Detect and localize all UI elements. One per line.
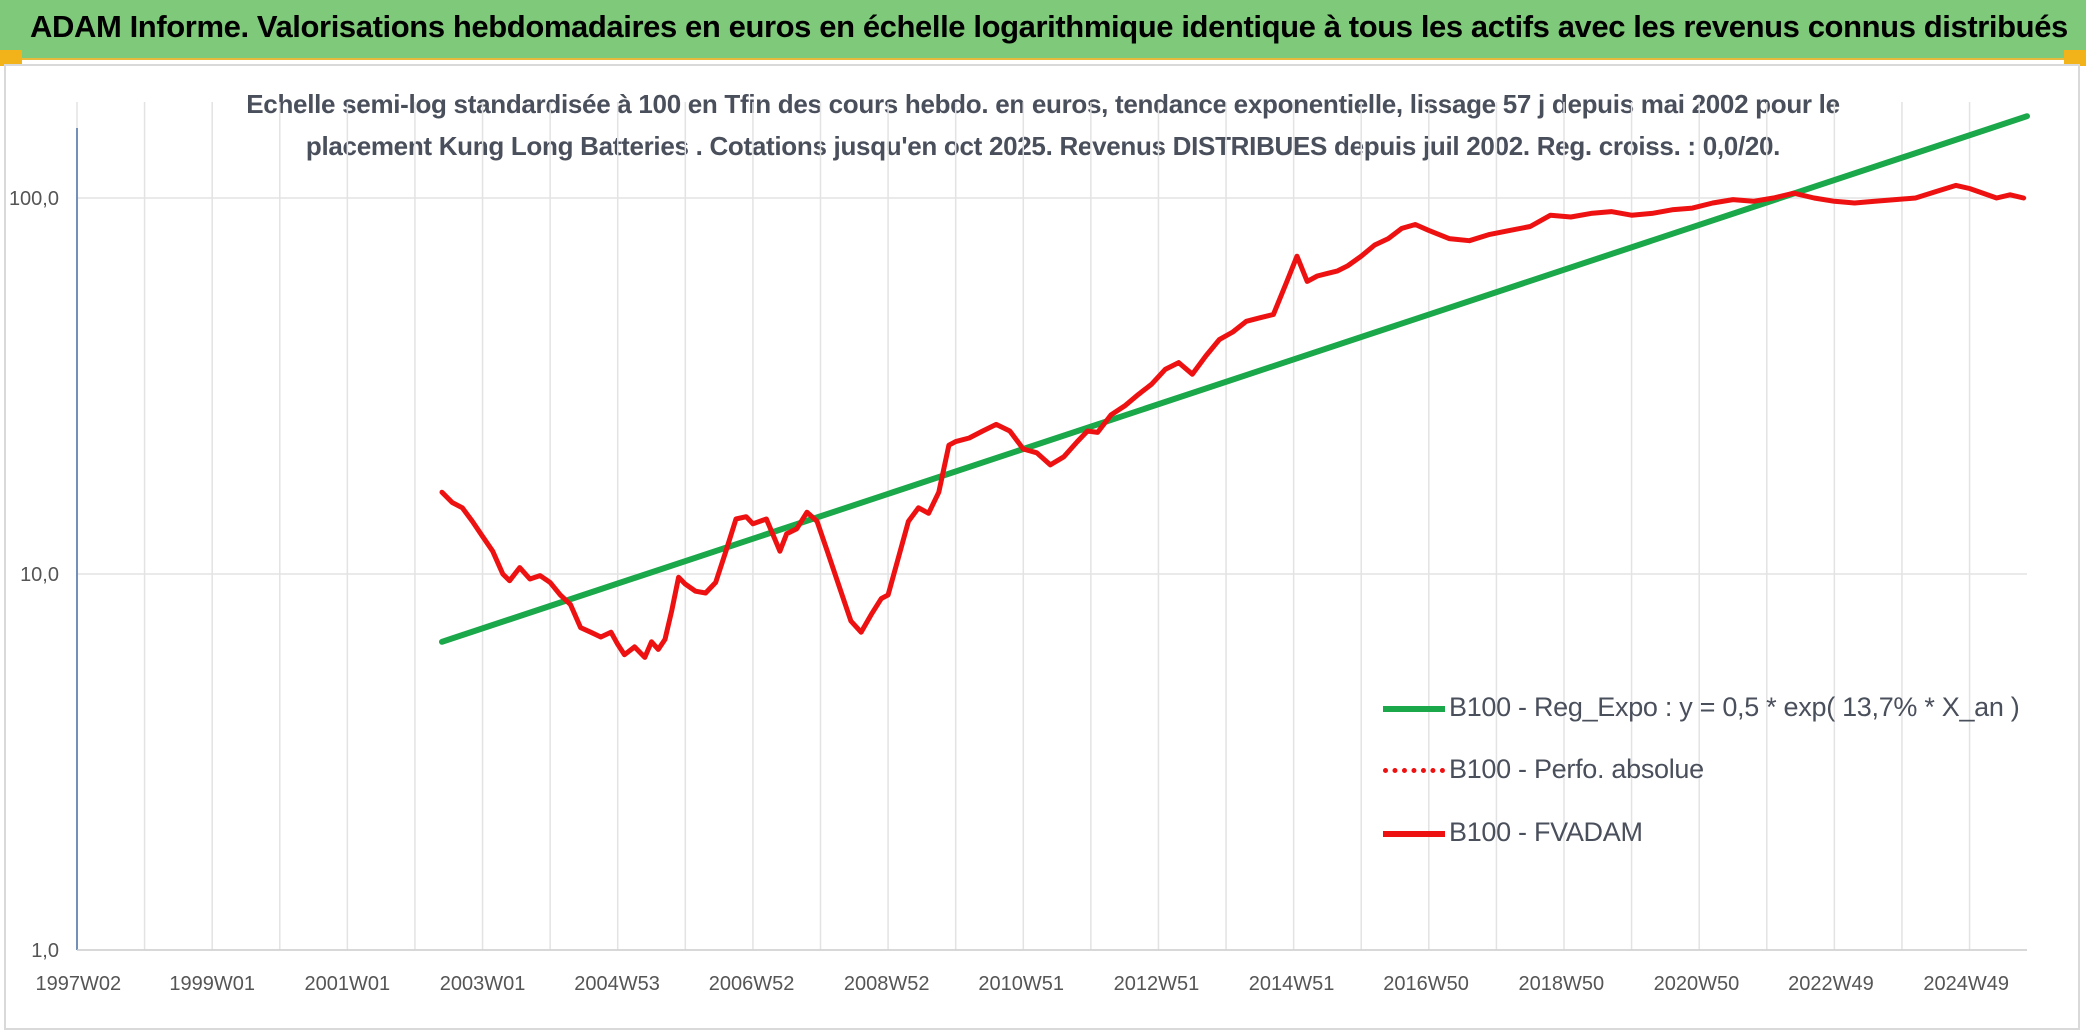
corner-marker-left <box>0 50 22 66</box>
series-layer <box>439 113 2030 660</box>
x-tick-label: 2018W50 <box>1518 973 1604 995</box>
x-tick-label: 2004W53 <box>574 973 660 995</box>
corner-marker-right <box>2064 50 2086 66</box>
grid-layer <box>76 102 2027 951</box>
x-tick-label: 2014W51 <box>1249 973 1335 995</box>
x-tick-label: 2008W52 <box>844 973 930 995</box>
x-tick-label: 2010W51 <box>978 973 1064 995</box>
y-tick-label: 1,0 <box>31 940 59 962</box>
legend-swatch-fvadam <box>1383 831 1445 837</box>
legend-label-perfo: B100 - Perfo. absolue <box>1449 754 1704 784</box>
chart-frame <box>4 64 2080 1030</box>
legend-label-trend: B100 - Reg_Expo : y = 0,5 * exp( 13,7% *… <box>1449 692 2020 722</box>
x-tick-label: 2016W50 <box>1383 973 1469 995</box>
x-tick-label: 2020W50 <box>1654 973 1740 995</box>
y-tick-label: 10,0 <box>20 564 59 586</box>
series-line-2 <box>439 182 2027 660</box>
report-title: ADAM Informe. Valorisations hebdomadaire… <box>30 9 2068 44</box>
axis-layer: 1,0 10,0 100,0 1997W02 1999W01 2001W01 2003W01… <box>9 128 2027 995</box>
x-tick-label: 2024W49 <box>1923 973 2009 995</box>
x-tick-label: 2001W01 <box>305 973 391 995</box>
x-tick-label: 2006W52 <box>709 973 795 995</box>
legend-swatch-trend <box>1383 706 1445 712</box>
chart-title-line2: placement Kung Long Batteries . Cotation… <box>305 131 1781 161</box>
x-tick-label: 1999W01 <box>169 973 255 995</box>
legend-swatch-perfo <box>1383 768 1445 773</box>
legend-label-fvadam: B100 - FVADAM <box>1449 817 1643 847</box>
report-banner: ADAM Informe. Valorisations hebdomadaire… <box>0 0 2086 60</box>
x-tick-label: 2022W49 <box>1788 973 1874 995</box>
series-line-0 <box>439 113 2030 645</box>
x-tick-label: 2012W51 <box>1114 973 1200 995</box>
x-tick-label: 2003W01 <box>440 973 526 995</box>
x-tick-label: 1997W02 <box>36 973 122 995</box>
chart-title-line1: Echelle semi-log standardisée à 100 en T… <box>246 89 1840 119</box>
y-tick-label: 100,0 <box>9 188 59 210</box>
